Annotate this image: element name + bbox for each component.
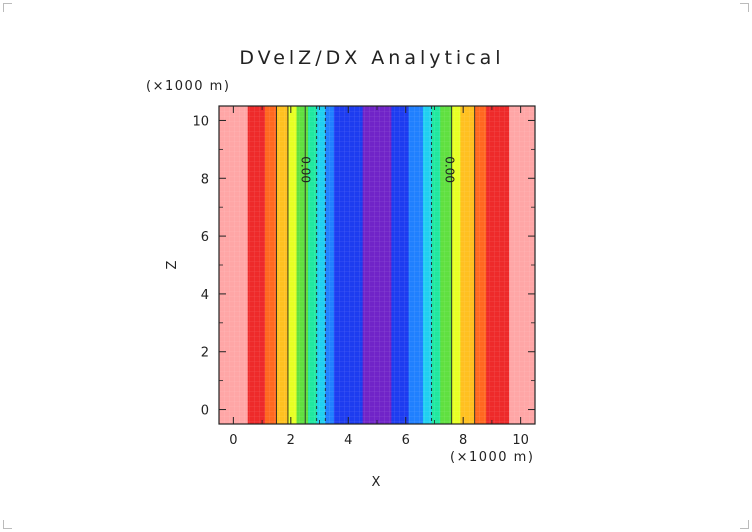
x-tick-label-2: 4	[344, 433, 352, 448]
crop-mark-bottom-left	[3, 520, 12, 529]
y-tick-label-4: 8	[201, 172, 209, 187]
y-tick-label-3: 6	[201, 230, 209, 245]
x-tick-label-4: 8	[459, 433, 467, 448]
contour-lines	[276, 106, 476, 424]
x-tick-label-5: 10	[512, 433, 529, 448]
crop-mark-top-right	[740, 3, 749, 12]
contour-label-1: 0.00	[442, 156, 456, 183]
crop-mark-bottom-right	[740, 520, 749, 529]
contour-labels: 0.00 0.00	[299, 156, 457, 183]
y-axis-label: Z	[165, 260, 180, 269]
chart-title: DVelZ/DX Analytical	[239, 47, 504, 69]
x-axis-unit-label: (×1000 m)	[450, 450, 534, 465]
x-axis-label: X	[372, 475, 381, 490]
x-tick-label-3: 6	[402, 433, 410, 448]
axis-ticks: 0 2 4 6 8 10 0 2 4 6 8 10	[192, 106, 535, 448]
y-tick-label-0: 0	[201, 404, 209, 419]
x-tick-label-1: 2	[287, 433, 295, 448]
y-tick-label-1: 2	[201, 346, 209, 361]
grid-overlay	[219, 106, 535, 424]
y-tick-label-2: 4	[201, 288, 209, 303]
contour-label-0: 0.00	[299, 156, 313, 183]
y-axis-unit-label: (×1000 m)	[146, 79, 230, 94]
x-tick-label-0: 0	[229, 433, 237, 448]
y-tick-label-5: 10	[192, 114, 209, 129]
crop-mark-top-left	[3, 3, 12, 12]
